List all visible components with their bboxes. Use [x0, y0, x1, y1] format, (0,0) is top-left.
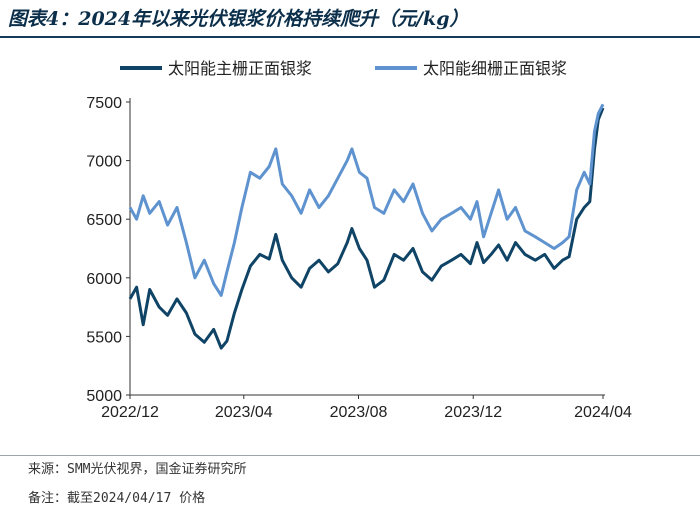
x-tick-label: 2023/12 [444, 404, 502, 421]
legend-label-1: 太阳能主栅正面银浆 [168, 59, 312, 78]
x-tick-label: 2024/04 [574, 404, 632, 421]
page-title: 图表4：2024年以来光伏银浆价格持续爬升（元/kg） [8, 8, 469, 30]
y-tick-label: 5000 [86, 388, 122, 405]
y-tick-label: 5500 [86, 329, 122, 346]
source-note: 来源：SMM光伏视界，国金证券研究所 [28, 462, 247, 477]
remark-note: 备注：截至2024/04/17 价格 [28, 491, 206, 506]
footer-divider [0, 455, 700, 456]
chart-legend: 太阳能主栅正面银浆 太阳能细栅正面银浆 [120, 59, 567, 78]
series-line-2 [128, 103, 605, 297]
series-line-1 [128, 107, 605, 350]
y-tick-label: 7000 [86, 154, 122, 171]
y-tick-label: 7500 [86, 95, 122, 112]
chart-series [128, 103, 605, 350]
price-line-chart: 太阳能主栅正面银浆 太阳能细栅正面银浆 5000 5500 6000 6500 7000 7… [86, 59, 632, 421]
x-tick-label: 2022/12 [101, 404, 159, 421]
title-divider [0, 36, 700, 38]
chart-axes: 5000 5500 6000 6500 7000 7500 2022/12 2023/04 20… [86, 95, 632, 421]
x-tick-label: 2023/04 [215, 404, 273, 421]
legend-label-2: 太阳能细栅正面银浆 [423, 59, 567, 78]
x-tick-label: 2023/08 [330, 404, 388, 421]
y-tick-label: 6500 [86, 212, 122, 229]
y-tick-label: 6000 [86, 271, 122, 288]
